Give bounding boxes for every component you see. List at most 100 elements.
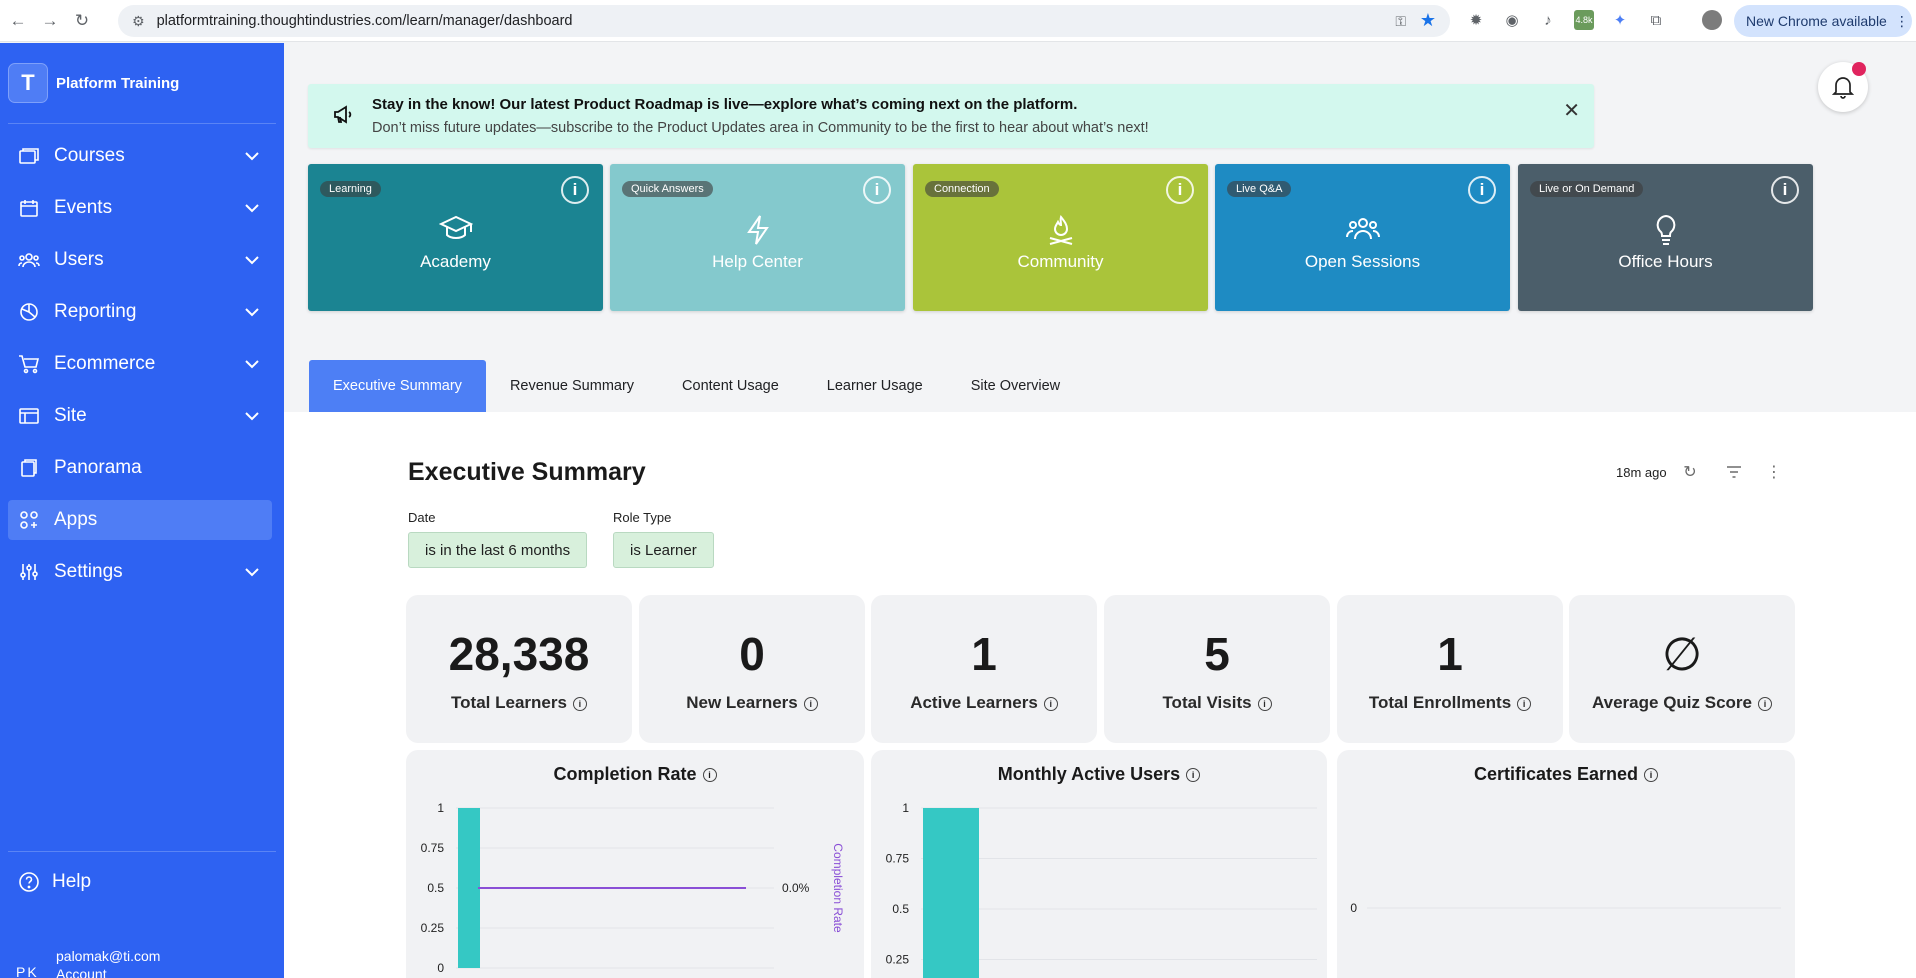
divider [8,123,276,124]
sidebar-item-site[interactable]: Site [8,396,272,436]
tab-executive-summary[interactable]: Executive Summary [309,360,486,412]
sidebar-item-apps[interactable]: Apps [8,500,272,540]
kpi-card: 5 Total Visits i [1104,595,1330,743]
extension-shield-icon[interactable]: ◉ [1505,12,1519,29]
tile-name: Open Sessions [1304,252,1421,271]
chevron-down-icon [245,360,259,369]
browser-window-icon [18,405,40,427]
certificates-earned-chart: 0 [1350,901,1781,915]
tile-tag: Live Q&A [1227,181,1292,197]
panorama-icon [18,457,40,479]
info-icon[interactable]: i [1166,176,1194,204]
info-icon[interactable]: i [561,176,589,204]
kpi-label: Total Visits i [1104,693,1330,713]
info-icon[interactable]: i [702,768,717,782]
role-type-filter[interactable]: is Learner [613,532,714,568]
kpi-label: Average Quiz Score i [1569,693,1795,713]
tile-help-center[interactable]: Quick Answers i Help Center [610,164,905,311]
date-filter[interactable]: is in the last 6 months [408,532,588,568]
tile-academy[interactable]: Learning i Academy [308,164,603,311]
profile-avatar[interactable] [1702,10,1722,30]
more-vert-icon[interactable]: ⋮ [1766,464,1782,481]
filter-icon[interactable] [1724,462,1744,482]
extension-sparkle-icon[interactable]: ✦ [1613,12,1627,29]
tile-name: Academy [420,252,491,271]
banner-headline: Stay in the know! Our latest Product Roa… [372,96,1078,113]
url-text[interactable]: platformtraining.thoughtindustries.com/l… [156,13,573,29]
tile-name: Office Hours [1618,252,1713,271]
tile-tag: Connection [925,181,999,197]
extension-badge-icon[interactable]: 4.8k [1574,10,1594,30]
tab-site-overview[interactable]: Site Overview [970,378,1061,394]
tile-office-hours[interactable]: Live or On Demand i Office Hours [1518,164,1813,311]
site-settings-icon[interactable]: ⚙ [132,12,145,29]
bar [458,808,480,968]
info-icon[interactable]: i [1186,768,1201,782]
bookmark-star-icon[interactable]: ★ [1419,10,1436,30]
info-icon[interactable]: i [1517,697,1532,711]
info-icon[interactable]: i [1644,768,1659,782]
chevron-down-icon [245,568,259,577]
extension-note-icon[interactable]: ♪ [1544,11,1552,29]
extensions-puzzle-icon[interactable]: ⧉ [1650,11,1662,29]
sidebar-item-events[interactable]: Events [8,188,272,228]
sidebar-item-panorama[interactable]: Panorama [8,448,272,488]
brand-logo-icon: T [8,63,48,103]
reload-icon[interactable]: ↻ [74,10,90,30]
password-key-icon[interactable]: ⚿ [1395,13,1406,29]
tile-community[interactable]: Connection i Community [913,164,1208,311]
chevron-down-icon [245,412,259,421]
kpi-card: ∅ Average Quiz Score i [1569,595,1795,743]
y-tick-label: 0.5 [892,902,909,916]
info-icon[interactable]: i [572,697,587,711]
help-link[interactable]: Help [18,871,91,893]
sidebar-item-settings[interactable]: Settings [8,552,272,592]
info-icon[interactable]: i [803,697,818,711]
right-tick-label: 0.0% [782,881,810,895]
brand-name: Platform Training [56,74,180,92]
info-icon[interactable]: i [1257,697,1272,711]
people-icon [1345,218,1380,240]
forward-icon[interactable]: → [41,10,59,30]
tile-open-sessions[interactable]: Live Q&A i Open Sessions [1215,164,1510,311]
notification-dot [1852,62,1866,76]
browser-toolbar: ← → ↻ ⚙ platformtraining.thoughtindustri… [0,0,1916,42]
sidebar: T Platform Training Courses Events Users… [0,43,284,978]
back-icon[interactable]: ← [9,10,27,30]
pie-chart-icon [18,301,40,323]
address-bar[interactable]: ⚙ platformtraining.thoughtindustries.com… [118,5,1450,37]
tab-revenue-summary[interactable]: Revenue Summary [509,378,635,394]
chevron-down-icon [245,308,259,317]
avatar: PK [16,964,39,978]
divider [8,851,276,852]
info-icon[interactable]: i [1758,697,1772,711]
sidebar-item-reporting[interactable]: Reporting [8,292,272,332]
card-title-text: Monthly Active Users [997,764,1181,784]
info-icon[interactable]: i [1043,697,1058,711]
sidebar-item-ecommerce[interactable]: Ecommerce [8,344,272,384]
sidebar-item-label: Settings [54,561,123,582]
chrome-update-button[interactable]: New Chrome available ⋮ [1734,5,1912,37]
tab-content-usage[interactable]: Content Usage [682,378,779,394]
info-icon[interactable]: i [863,176,891,204]
tile-tag: Live or On Demand [1530,181,1644,197]
completion-rate-chart: 0 0.25 0.5 0.75 1 0.0% Completion Rate [421,801,845,975]
info-icon[interactable]: i [1771,176,1799,204]
tab-learner-usage[interactable]: Learner Usage [826,378,923,394]
sidebar-nav: Courses Events Users Reporting Ecommerce… [8,136,272,604]
close-icon[interactable]: ✕ [1563,100,1580,122]
courses-icon [18,145,40,167]
users-icon [18,249,40,271]
sidebar-item-label: Panorama [54,457,142,478]
refresh-icon[interactable]: ↻ [1683,464,1697,481]
y-tick-label: 0 [437,961,444,975]
info-icon[interactable]: i [1468,176,1496,204]
brand[interactable]: T Platform Training [8,63,179,103]
sidebar-item-courses[interactable]: Courses [8,136,272,176]
calendar-icon [18,197,40,219]
account-label: Account [56,966,107,978]
extension-gear-icon[interactable]: ✹ [1469,12,1483,29]
sidebar-item-users[interactable]: Users [8,240,272,280]
kpi-label-text: Total Learners [451,693,567,712]
notifications-button[interactable] [1818,62,1868,112]
